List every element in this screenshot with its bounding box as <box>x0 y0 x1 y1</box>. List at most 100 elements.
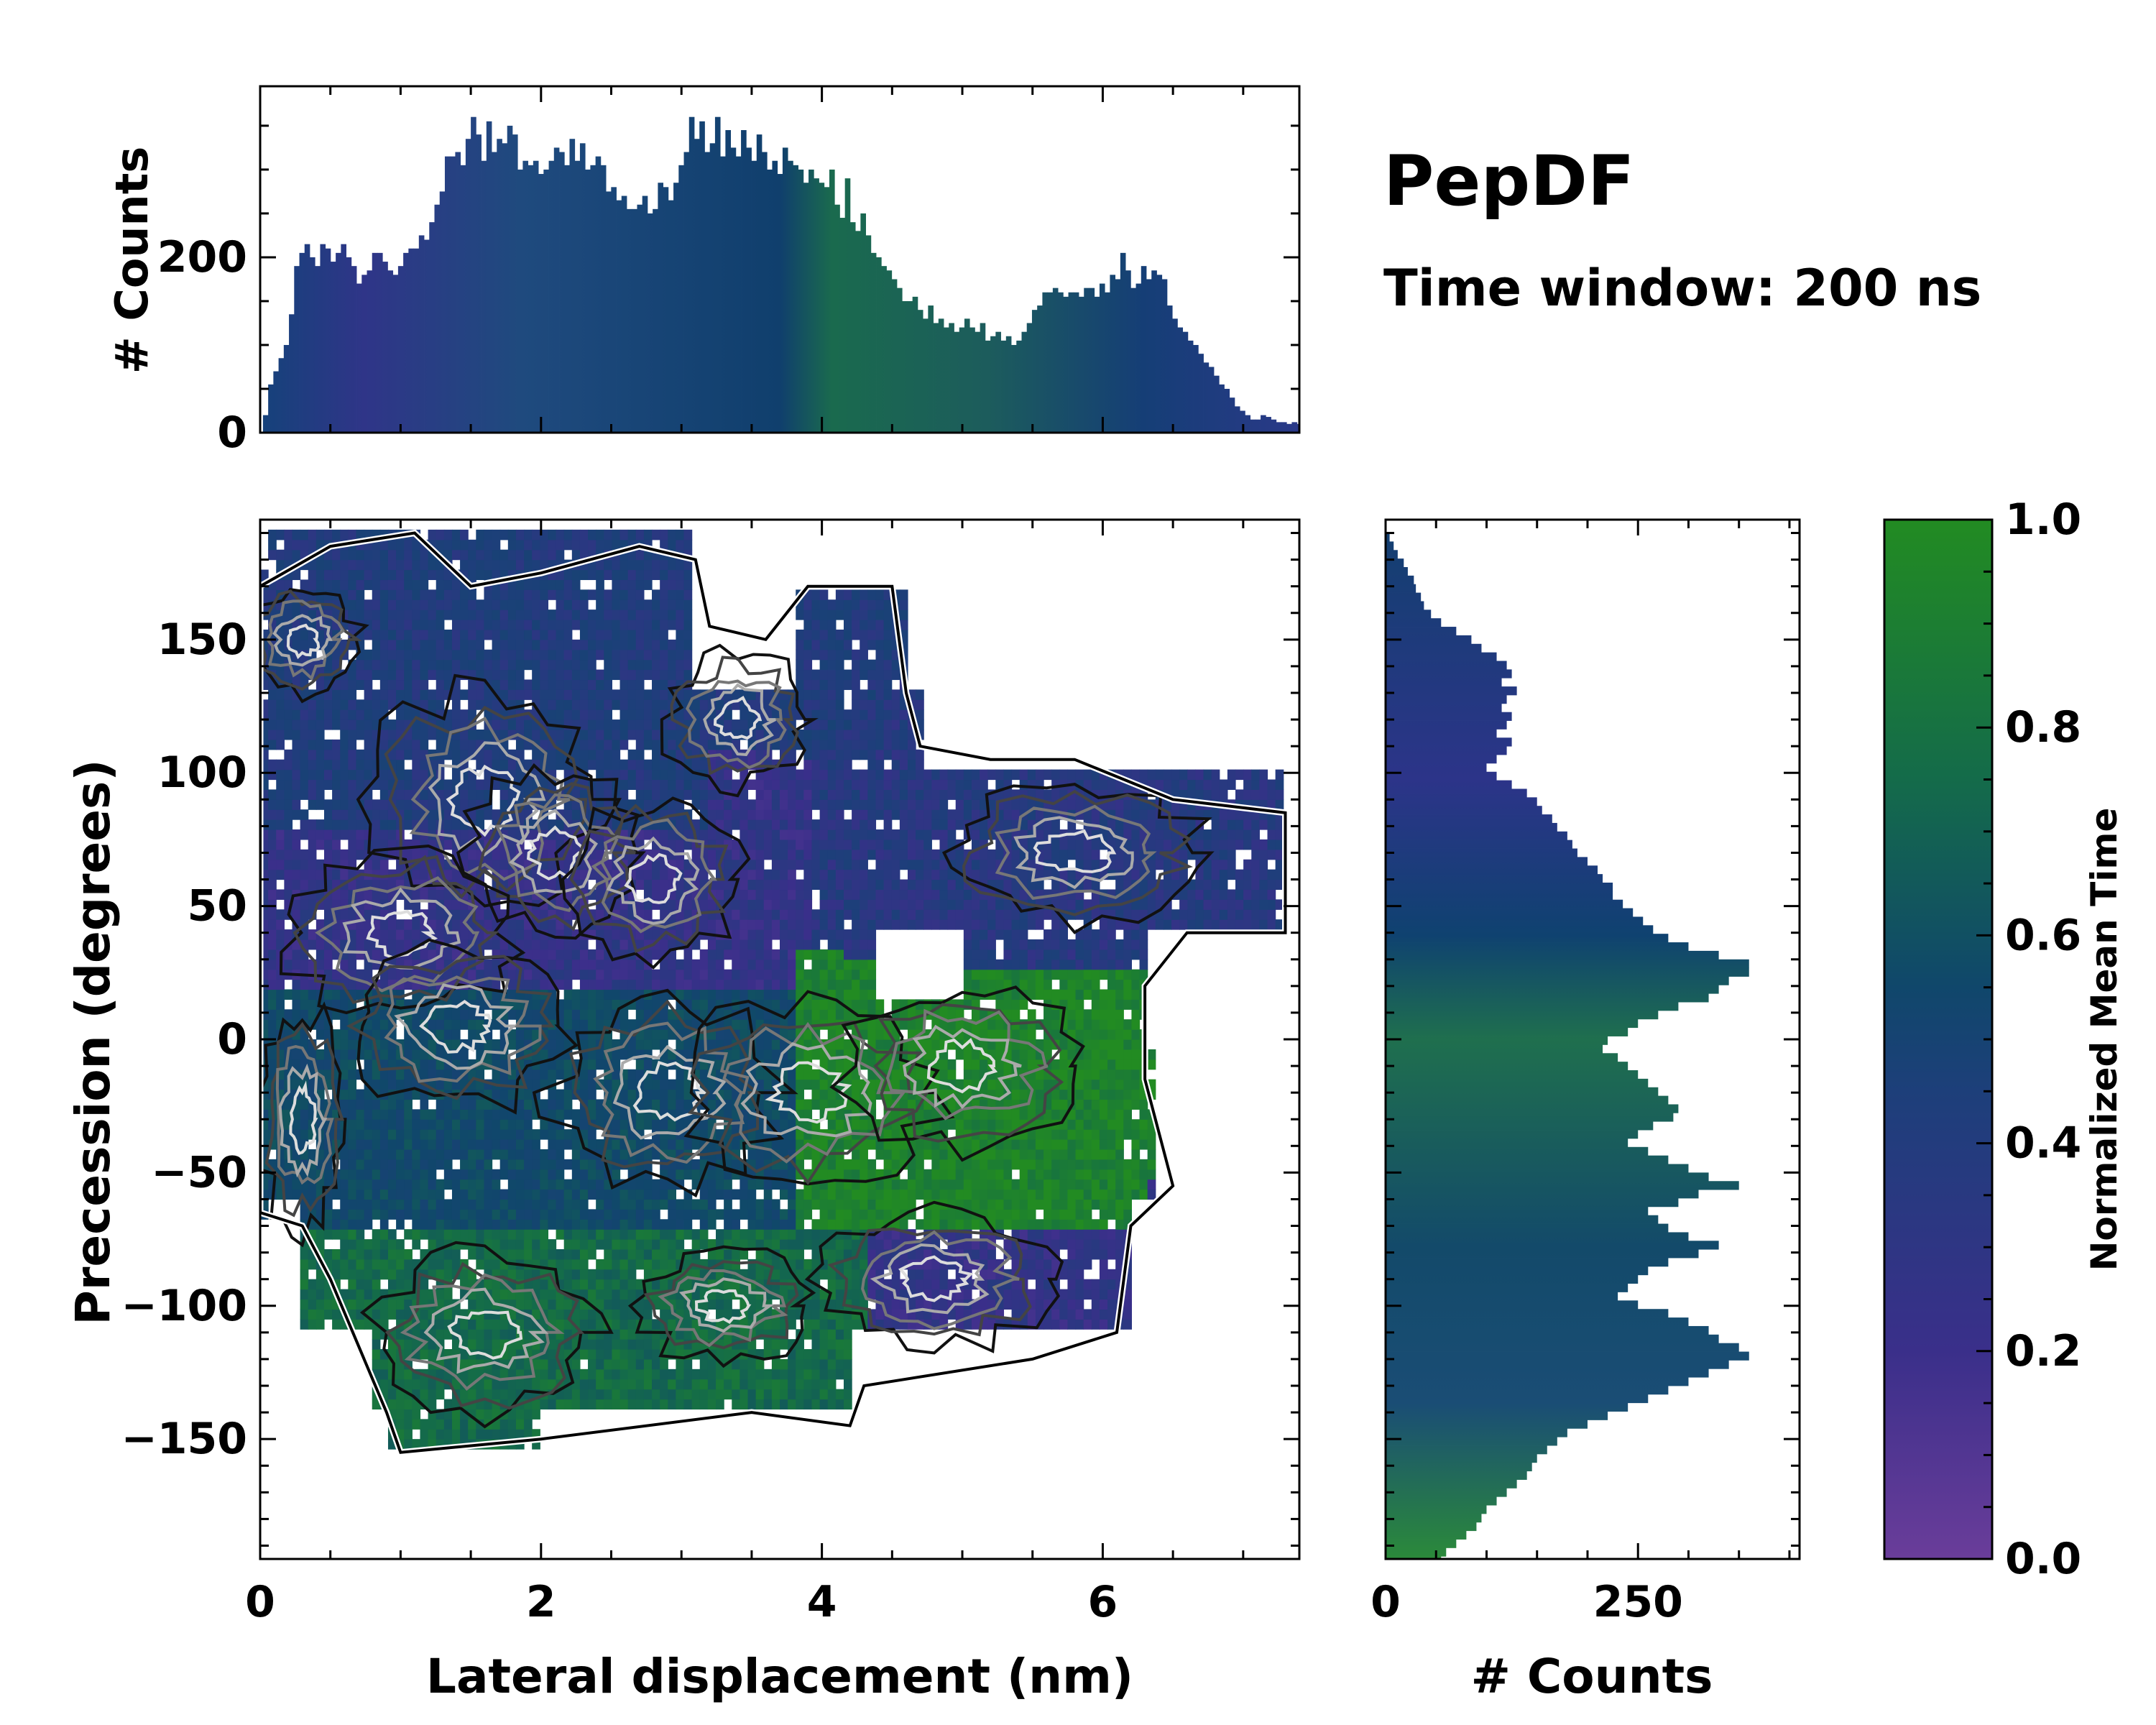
top-histogram-bar <box>1234 406 1240 433</box>
heatmap-cell <box>468 929 476 940</box>
heatmap-cell <box>387 589 397 600</box>
heatmap-cell <box>476 1049 485 1060</box>
heatmap-cell <box>635 1039 645 1050</box>
heatmap-cell <box>276 799 285 810</box>
top-histogram-bar <box>1276 422 1282 433</box>
heatmap-cell <box>404 1089 413 1100</box>
heatmap-cell <box>379 739 389 750</box>
heatmap-cell <box>691 889 701 900</box>
top-histogram-bar <box>975 331 981 433</box>
heatmap-cell <box>412 679 421 690</box>
heatmap-cell <box>540 849 549 860</box>
heatmap-cell <box>683 610 693 620</box>
heatmap-cell <box>492 959 501 970</box>
heatmap-cell <box>596 1269 604 1280</box>
heatmap-cell <box>604 909 613 920</box>
heatmap-cell <box>660 1189 668 1200</box>
heatmap-cell <box>379 1329 389 1340</box>
heatmap-cell <box>643 529 653 540</box>
heatmap-cell <box>532 1009 540 1020</box>
heatmap-cell <box>563 809 573 820</box>
top-histogram-bar <box>647 213 653 433</box>
top-ytick-label: 200 <box>157 232 247 282</box>
heatmap-cell <box>515 829 525 840</box>
heatmap-cell <box>356 1209 365 1220</box>
heatmap-cell <box>619 959 629 970</box>
heatmap-cell <box>668 679 676 690</box>
heatmap-cell <box>460 969 469 980</box>
heatmap-cell <box>660 1129 668 1140</box>
heatmap-cell <box>428 1389 437 1400</box>
heatmap-cell <box>643 1169 653 1180</box>
heatmap-cell <box>524 689 533 700</box>
heatmap-cell <box>668 1009 676 1020</box>
heatmap-cell <box>579 1069 589 1080</box>
heatmap-cell <box>612 839 621 850</box>
heatmap-cell <box>540 1019 549 1030</box>
heatmap-cell <box>683 1358 693 1370</box>
heatmap-cell <box>356 1049 365 1060</box>
heatmap-cell <box>460 829 469 840</box>
heatmap-cell <box>499 729 509 740</box>
heatmap-cell <box>524 1289 533 1300</box>
heatmap-cell <box>707 759 717 770</box>
heatmap-cell <box>699 1349 709 1360</box>
heatmap-cell <box>660 559 668 571</box>
heatmap-cell <box>652 1099 660 1110</box>
heatmap-cell <box>420 559 429 571</box>
top-histogram-bar <box>278 358 285 433</box>
heatmap-cell <box>372 1299 381 1310</box>
heatmap-cell <box>652 1299 660 1310</box>
heatmap-cell <box>532 869 540 880</box>
heatmap-cell <box>556 1059 565 1070</box>
heatmap-cell <box>292 739 301 750</box>
heatmap-cell <box>420 620 429 630</box>
heatmap-cell <box>340 849 349 860</box>
heatmap-cell <box>635 1248 645 1260</box>
heatmap-cell <box>364 1149 373 1160</box>
heatmap-cell <box>492 1429 501 1440</box>
heatmap-cell <box>276 579 285 590</box>
heatmap-cell <box>612 759 621 770</box>
heatmap-cell <box>492 1259 501 1270</box>
heatmap-cell <box>428 1139 437 1150</box>
heatmap-cell <box>300 1169 309 1180</box>
heatmap-cell <box>443 1409 453 1420</box>
heatmap-cell <box>387 1409 397 1420</box>
heatmap-cell <box>484 1079 493 1090</box>
heatmap-cell <box>451 1379 461 1390</box>
heatmap-cell <box>604 659 613 671</box>
heatmap-cell <box>356 809 365 820</box>
heatmap-cell <box>716 759 724 770</box>
heatmap-cell <box>348 1189 357 1200</box>
heatmap-cell <box>643 929 653 940</box>
heatmap-cell <box>436 689 445 700</box>
heatmap-cell <box>300 769 309 781</box>
heatmap-cell <box>612 1039 621 1050</box>
heatmap-cell <box>276 999 285 1010</box>
heatmap-cell <box>460 809 469 820</box>
heatmap-cell <box>292 610 301 620</box>
heatmap-cell <box>683 1199 693 1210</box>
heatmap-cell <box>404 1149 413 1160</box>
heatmap-cell <box>532 1279 540 1290</box>
heatmap-cell <box>540 779 549 790</box>
heatmap-cell <box>404 659 413 671</box>
heatmap-cell <box>460 1129 469 1140</box>
heatmap-cell <box>724 1269 732 1280</box>
heatmap-cell <box>476 610 485 620</box>
heatmap-cell <box>372 1229 381 1240</box>
heatmap-cell <box>619 559 629 571</box>
top-histogram-bar <box>455 152 461 433</box>
heatmap-cell <box>323 689 333 700</box>
heatmap-cell <box>484 559 493 571</box>
heatmap-cell <box>348 819 357 830</box>
top-histogram-bar <box>891 279 898 433</box>
heatmap-cell <box>619 589 629 600</box>
heatmap-cell <box>308 1219 317 1230</box>
heatmap-cell <box>604 1069 613 1080</box>
heatmap-cell <box>579 979 589 990</box>
heatmap-cell <box>563 959 573 970</box>
heatmap-cell <box>540 1339 549 1350</box>
heatmap-cell <box>563 1248 573 1260</box>
